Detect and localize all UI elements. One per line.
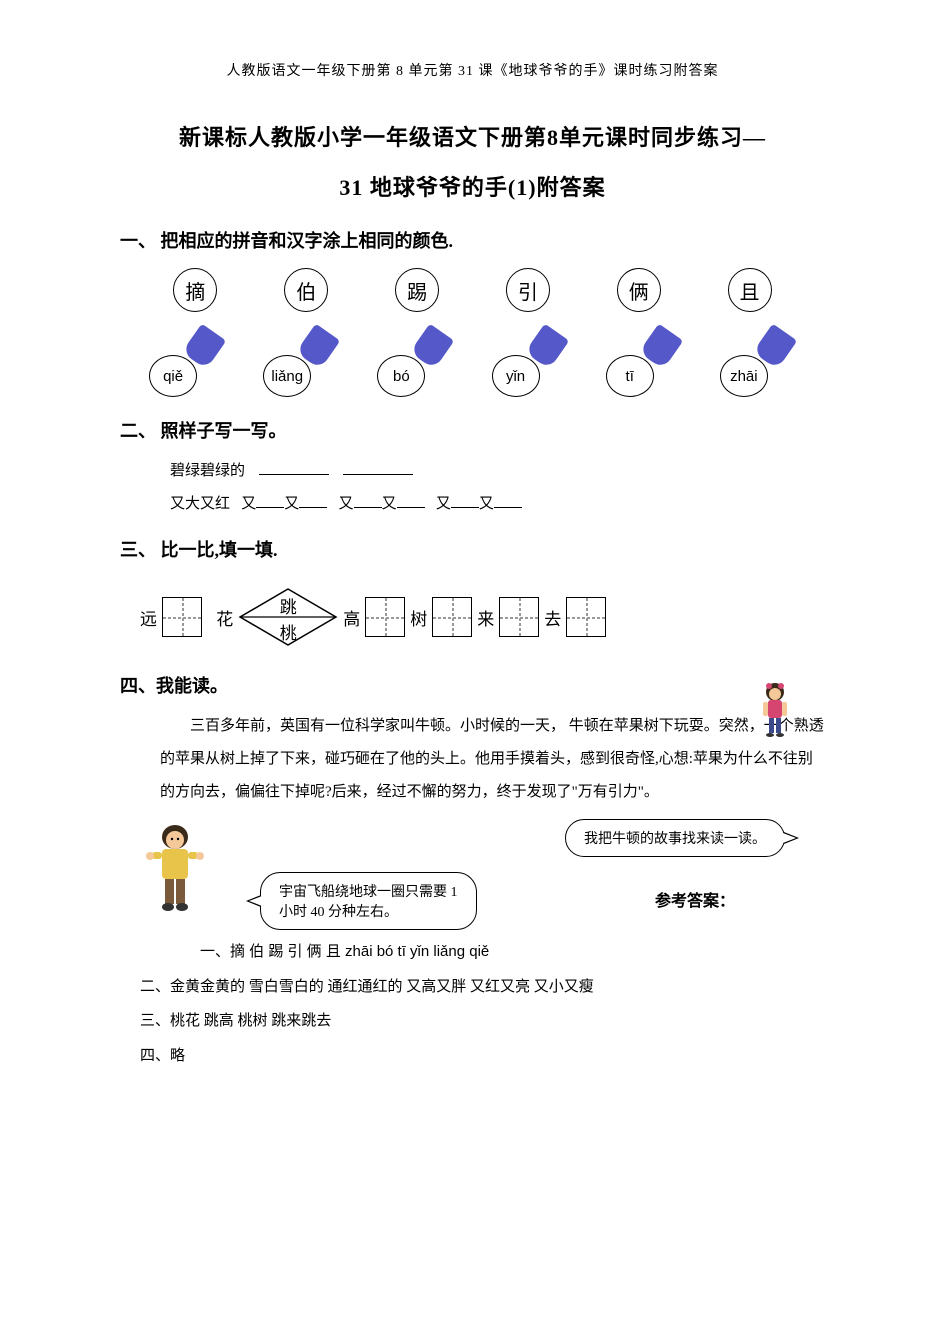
reference-answer-label: 参考答案： [655, 887, 735, 911]
pinyin-label: zhāi [720, 355, 768, 397]
char-circle: 伯 [284, 268, 328, 312]
pinyin-label: liǎng [263, 355, 311, 397]
writing-grid-box [499, 597, 539, 637]
char-circle: 摘 [173, 268, 217, 312]
pinyin-label: tī [606, 355, 654, 397]
answers-section: 一、摘 伯 踢 引 俩 且 zhāi bó tī yǐn liǎng qiě 二… [120, 935, 825, 1073]
answer-line-3: 三、桃花 跳高 桃树 跳来跳去 [140, 1004, 825, 1039]
you-char: 又 [382, 496, 397, 512]
blank-fill [256, 490, 284, 508]
speech-bubble-2: 宇宙飞船绕地球一圈只需要 1 小时 40 分种左右。 [260, 872, 477, 930]
char-circle: 踢 [395, 268, 439, 312]
section-1-heading: 一、 把相应的拼音和汉字涂上相同的颜色. [120, 227, 825, 253]
speech-bubble-1: 我把牛顿的故事找来读一读。 [565, 819, 785, 857]
example-line-1: 碧绿碧绿的 [170, 455, 825, 488]
example-prefix: 碧绿碧绿的 [170, 463, 245, 479]
writing-grid-box [566, 597, 606, 637]
answer-line-4: 四、略 [140, 1039, 825, 1074]
magnifier-item: yǐn [490, 337, 570, 397]
magnifier-item: qiě [147, 337, 227, 397]
bubble-2-line-2: 小时 40 分种左右。 [279, 905, 398, 920]
main-title-line-2: 31 地球爷爷的手(1)附答案 [120, 170, 825, 202]
magnifier-item: liǎng [261, 337, 341, 397]
magnifier-item: zhāi [718, 337, 798, 397]
char-label: 去 [544, 605, 561, 630]
pinyin-label: bó [377, 355, 425, 397]
char-label: 树 [410, 605, 427, 630]
example-line-2: 又大又红 又 又 又 又 又 又 [170, 488, 825, 521]
answer-line-2: 二、金黄金黄的 雪白雪白的 通红通红的 又高又胖 又红又亮 又小又瘦 [140, 970, 825, 1005]
magnifier-item: tī [604, 337, 684, 397]
section-3-heading: 三、 比一比,填一填. [120, 536, 825, 562]
section-4-heading: 四、我能读。 [120, 672, 825, 698]
girl-figure-icon [725, 680, 765, 740]
bubble-2-line-1: 宇宙飞船绕地球一圈只需要 1 [279, 885, 458, 900]
blank-fill [397, 490, 425, 508]
character-circles-row: 摘 伯 踢 引 俩 且 [120, 268, 825, 312]
blank-fill [451, 490, 479, 508]
bubbles-column: 我把牛顿的故事找来读一读。 宇宙飞船绕地球一圈只需要 1 小时 40 分种左右。… [230, 819, 825, 930]
pinyin-label: qiě [149, 355, 197, 397]
section-2-content: 碧绿碧绿的 又大又红 又 又 又 又 又 又 [120, 455, 825, 521]
diamond-bottom-char: 桃 [238, 619, 338, 644]
blank-fill [354, 490, 382, 508]
writing-grid-box [432, 597, 472, 637]
section-3-content: 远 花 跳 桃 高 树 来 去 [120, 587, 825, 647]
blank-fill [494, 490, 522, 508]
char-label: 高 [343, 605, 360, 630]
you-char: 又 [284, 496, 299, 512]
you-char: 又 [479, 496, 494, 512]
bubble-section: 我把牛顿的故事找来读一读。 宇宙飞船绕地球一圈只需要 1 小时 40 分种左右。… [120, 819, 825, 930]
char-label: 来 [477, 605, 494, 630]
char-label: 远 [140, 605, 157, 630]
you-char: 又 [339, 496, 354, 512]
you-char: 又 [241, 496, 256, 512]
section-4-content: 三百多年前，英国有一位科学家叫牛顿。小时候的一天， 牛顿在苹果树下玩耍。突然，一… [120, 710, 825, 809]
char-label: 花 [216, 605, 233, 630]
writing-grid-box [365, 597, 405, 637]
char-circle: 引 [506, 268, 550, 312]
answer-line-1: 一、摘 伯 踢 引 俩 且 zhāi bó tī yǐn liǎng qiě [140, 935, 825, 970]
pinyin-magnifier-row: qiě liǎng bó yǐn tī zhāi [120, 337, 825, 397]
main-title-line-1: 新课标人教版小学一年级语文下册第8单元课时同步练习— [120, 120, 825, 152]
diamond-top-char: 跳 [238, 593, 338, 618]
pinyin-label: yǐn [492, 355, 540, 397]
example-prefix: 又大又红 [170, 496, 230, 512]
char-circle: 且 [728, 268, 772, 312]
you-char: 又 [436, 496, 451, 512]
magnifier-item: bó [375, 337, 455, 397]
boy-figure-icon [140, 819, 210, 919]
page-header: 人教版语文一年级下册第 8 单元第 31 课《地球爷爷的手》课时练习附答案 [120, 60, 825, 80]
char-circle: 俩 [617, 268, 661, 312]
writing-grid-box [162, 597, 202, 637]
section-2-heading: 二、 照样子写一写。 [120, 417, 825, 443]
blank-fill [259, 457, 329, 475]
blank-fill [343, 457, 413, 475]
diamond-shape: 跳 桃 [238, 587, 338, 647]
blank-fill [299, 490, 327, 508]
